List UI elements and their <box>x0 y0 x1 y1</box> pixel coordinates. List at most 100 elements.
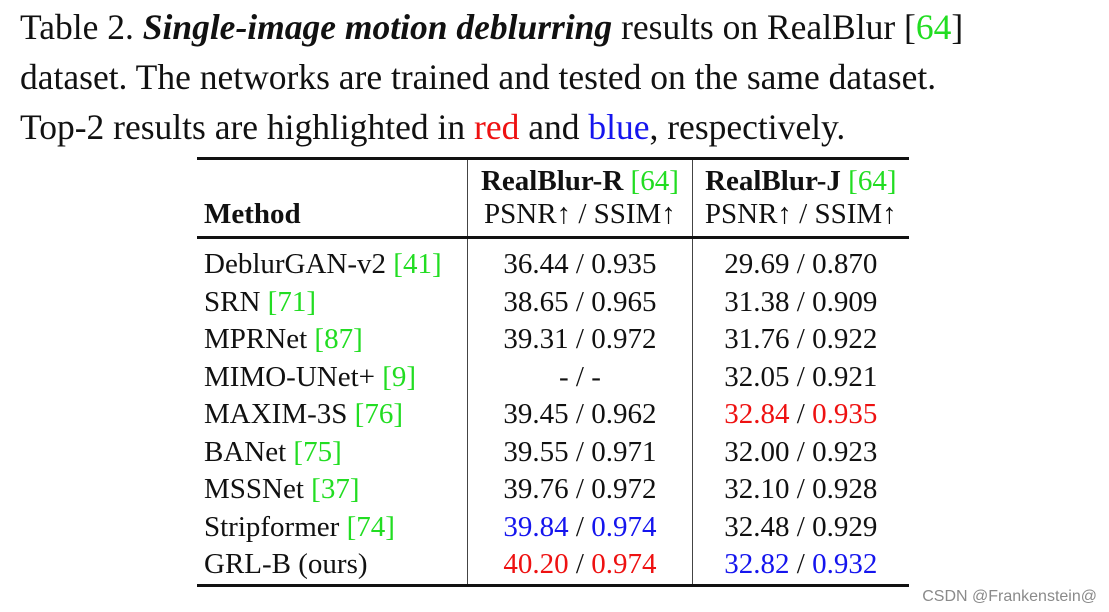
metric-separator: / <box>568 398 592 430</box>
method-name: MSSNet <box>204 473 304 505</box>
method-cell: Stripformer [74] <box>197 509 468 547</box>
psnr-value: 32.00 <box>724 435 790 468</box>
method-citation[interactable]: [87] <box>314 323 363 355</box>
psnr-value: 29.69 <box>724 248 790 280</box>
metric-separator: / <box>568 248 592 280</box>
psnr-value: 39.76 <box>503 473 569 505</box>
method-citation[interactable]: [41] <box>393 248 442 280</box>
method-citation[interactable]: [9] <box>382 360 417 393</box>
table-row: MAXIM-3S [76] 39.45 / 0.962 32.84 / 0.935 <box>197 396 909 434</box>
caption-red-word: red <box>474 107 520 147</box>
metric-separator: / <box>789 473 813 505</box>
metric-separator: / <box>789 248 813 280</box>
metric-separator: / <box>789 435 813 468</box>
metric-separator: / <box>568 323 592 355</box>
table-row: BANet [75] 39.55 / 0.971 32.00 / 0.923 <box>197 433 909 472</box>
table-row: MSSNet [37] 39.76 / 0.972 32.10 / 0.928 <box>197 471 909 509</box>
psnr-value: 32.10 <box>724 473 790 505</box>
psnr-value: 36.44 <box>503 248 569 280</box>
metric-separator: / <box>568 435 592 468</box>
ssim-value: 0.972 <box>591 323 657 355</box>
psnr-value: 32.05 <box>724 360 790 393</box>
table-row: DeblurGAN-v2 [41] 36.44 / 0.935 29.69 / 0.… <box>197 237 909 284</box>
method-name: BANet <box>204 435 287 468</box>
watermark: CSDN @Frankenstein@ <box>922 588 1097 605</box>
ssim-value: 0.972 <box>591 473 657 505</box>
method-citation[interactable]: [71] <box>267 285 317 318</box>
caption-text-b: , respectively. <box>649 107 846 147</box>
header-row-metrics: Method PSNR↑ / SSIM↑ PSNR↑ / SSIM↑ <box>197 198 909 239</box>
metric-separator: / <box>568 360 592 393</box>
metric-separator: / <box>789 360 813 393</box>
psnr-value: 31.38 <box>724 285 790 318</box>
psnr-value: 39.84 <box>503 510 569 543</box>
method-name: MPRNet <box>204 323 308 355</box>
metric-separator: / <box>568 510 592 543</box>
realblur-j-value: 32.00 / 0.923 <box>691 433 909 471</box>
ssim-value: 0.962 <box>591 398 657 430</box>
ssim-value: 0.909 <box>812 285 878 318</box>
method-cell: BANet [75] <box>197 434 468 472</box>
realblur-r-value: 39.55 / 0.971 <box>467 433 693 471</box>
method-citation[interactable]: [74] <box>346 510 395 543</box>
ssim-value: 0.929 <box>812 510 878 543</box>
realblur-r-value: 39.76 / 0.972 <box>467 471 693 509</box>
method-name: MIMO-UNet+ <box>204 360 375 393</box>
realblur-j-value: 32.10 / 0.928 <box>691 471 909 509</box>
realblur-j-value: 32.05 / 0.921 <box>691 358 909 396</box>
table-row: SRN [71] 38.65 / 0.965 31.38 / 0.909 <box>197 283 909 321</box>
header-realblur-j: RealBlur-J [64] <box>691 157 909 198</box>
realblur-j-value: 31.38 / 0.909 <box>691 283 909 321</box>
psnr-value: 39.31 <box>503 323 569 355</box>
method-citation[interactable]: [37] <box>311 473 360 505</box>
method-cell: MIMO-UNet+ [9] <box>197 359 468 397</box>
caption-text-a: Top-2 results are highlighted in <box>20 107 466 147</box>
group-citation[interactable]: [64] <box>630 165 679 197</box>
ssim-value: 0.928 <box>812 473 878 505</box>
psnr-value: 39.55 <box>503 435 569 468</box>
metric-separator: / <box>568 473 592 505</box>
method-cell: MPRNet [87] <box>197 321 468 359</box>
caption-citation[interactable]: 64 <box>915 7 952 47</box>
caption-bracket: ] <box>951 7 964 47</box>
realblur-r-value: - / - <box>467 358 693 396</box>
metric-separator: / <box>789 285 813 318</box>
group-citation[interactable]: [64] <box>848 165 897 197</box>
results-table: RealBlur-R [64] RealBlur-J [64] Method P… <box>197 157 909 587</box>
header-realblur-r: RealBlur-R [64] <box>467 157 693 198</box>
table-row: MPRNet [87] 39.31 / 0.972 31.76 / 0.922 <box>197 321 909 359</box>
method-citation[interactable]: [75] <box>293 435 342 468</box>
realblur-r-value: 36.44 / 0.935 <box>467 237 693 284</box>
ssim-value: 0.922 <box>812 323 878 355</box>
realblur-r-value: 40.20 / 0.974 <box>467 546 693 587</box>
metric-separator: / <box>568 548 592 580</box>
method-cell: DeblurGAN-v2 [41] <box>197 238 468 284</box>
group-name: RealBlur-R <box>480 165 624 197</box>
metric-header-r: PSNR↑ / SSIM↑ <box>467 198 693 239</box>
caption-line-3: Top-2 results are highlighted in red and… <box>20 102 1100 152</box>
psnr-value: - <box>558 360 569 393</box>
metric-separator: / <box>789 323 813 355</box>
results-table-body: RealBlur-R [64] RealBlur-J [64] Method P… <box>197 157 909 587</box>
realblur-j-value: 32.48 / 0.929 <box>691 508 909 546</box>
realblur-r-value: 39.84 / 0.974 <box>467 508 693 546</box>
metric-header-j: PSNR↑ / SSIM↑ <box>691 198 909 239</box>
ssim-value: 0.932 <box>812 548 878 580</box>
method-name: MAXIM-3S <box>204 398 348 430</box>
method-header: Method <box>197 198 468 239</box>
realblur-r-value: 39.45 / 0.962 <box>467 396 693 434</box>
ssim-value: - <box>591 360 601 393</box>
realblur-j-value: 32.82 / 0.932 <box>691 546 909 587</box>
header-row-groups: RealBlur-R [64] RealBlur-J [64] <box>197 157 909 198</box>
method-citation[interactable]: [76] <box>354 398 403 430</box>
table-caption: Table 2. Single-image motion deblurring … <box>20 2 1100 152</box>
psnr-value: 32.48 <box>724 510 790 543</box>
metric-separator: / <box>789 398 813 430</box>
metric-separator: / <box>568 285 592 318</box>
psnr-value: 40.20 <box>503 548 569 580</box>
ssim-value: 0.870 <box>812 248 878 280</box>
method-name: SRN <box>204 285 261 318</box>
group-name: RealBlur-J <box>705 165 841 197</box>
table-row: GRL-B (ours) 40.20 / 0.974 32.82 / 0.932 <box>197 546 909 587</box>
method-name: Stripformer <box>204 510 340 543</box>
